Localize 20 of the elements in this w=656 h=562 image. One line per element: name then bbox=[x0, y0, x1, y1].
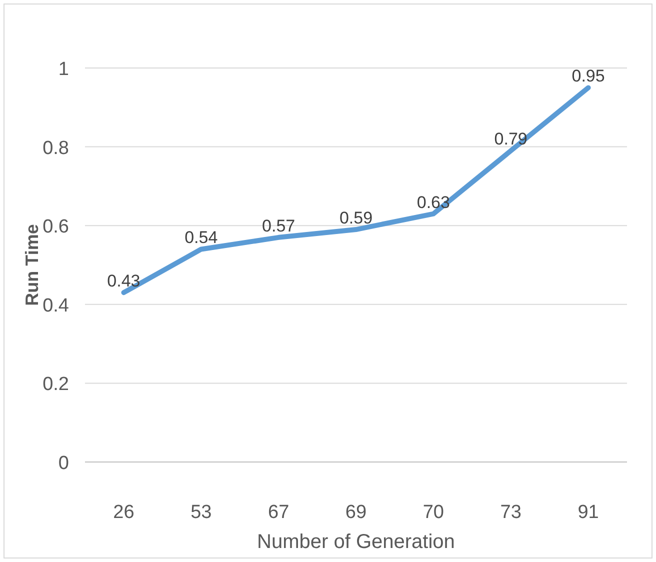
data-label: 0.54 bbox=[184, 228, 218, 248]
data-label: 0.43 bbox=[107, 272, 140, 291]
y-tick-label: 0.6 bbox=[42, 216, 69, 238]
y-tick-label: 0.4 bbox=[42, 295, 70, 316]
x-tick-label: 26 bbox=[113, 502, 134, 523]
data-label: 0.95 bbox=[572, 66, 605, 86]
y-axis-title: Run Time bbox=[22, 224, 42, 306]
y-tick-label: 0.8 bbox=[42, 138, 69, 159]
x-tick-label: 70 bbox=[422, 502, 444, 523]
x-axis-title: Number of Generation bbox=[257, 531, 455, 553]
x-tick-label: 73 bbox=[500, 502, 522, 523]
x-tick-label: 91 bbox=[578, 502, 599, 523]
x-tick-label: 53 bbox=[190, 502, 212, 523]
y-tick-label: 0.2 bbox=[42, 374, 69, 396]
y-tick-label: 1 bbox=[58, 59, 69, 80]
x-tick-label: 67 bbox=[268, 502, 290, 523]
data-label: 0.57 bbox=[262, 216, 296, 236]
y-tick-label: 0 bbox=[58, 453, 69, 474]
data-label: 0.59 bbox=[339, 208, 373, 228]
x-tick-label: 69 bbox=[345, 502, 367, 523]
